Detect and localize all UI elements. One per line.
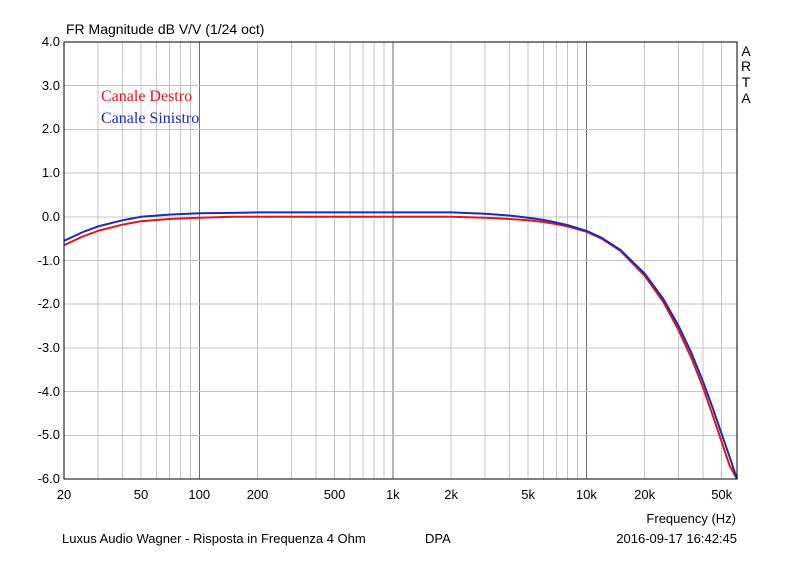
chart-title: FR Magnitude dB V/V (1/24 oct) — [66, 21, 265, 37]
footer-timestamp: 2016-09-17 16:42:45 — [616, 531, 737, 546]
arta-letter: A — [741, 90, 751, 106]
legend-entry-sinistro: Canale Sinistro — [101, 110, 200, 127]
y-tick-label: -3.0 — [37, 339, 60, 355]
y-tick-label: -5.0 — [37, 427, 60, 443]
x-tick-label: 20k — [634, 487, 656, 502]
y-tick-label: 3.0 — [41, 77, 60, 93]
arta-letter: R — [740, 58, 752, 74]
y-tick-label: -6.0 — [37, 471, 60, 486]
x-tick-label: 100 — [188, 487, 211, 502]
footer-tag: DPA — [425, 531, 451, 546]
series-line-sinistro — [63, 211, 738, 480]
legend-entry-destro: Canale Destro — [101, 88, 193, 105]
plot-frame — [63, 41, 738, 480]
grid — [64, 42, 737, 479]
x-axis-label: Frequency (Hz) — [646, 511, 736, 526]
arta-letter: A — [741, 43, 751, 59]
x-tick-label: 200 — [246, 487, 269, 502]
y-tick-label: 2.0 — [41, 121, 60, 137]
y-tick-label: -2.0 — [37, 296, 60, 312]
x-tick-label: 1k — [385, 487, 400, 502]
x-tick-label: 500 — [323, 487, 346, 502]
x-tick-label: 10k — [575, 487, 597, 502]
x-tick-label: 2k — [444, 487, 458, 502]
series-lines — [63, 211, 738, 480]
x-tick-label: 20 — [56, 487, 72, 502]
y-tick-label: 0.0 — [41, 208, 60, 224]
y-tick-label: -1.0 — [37, 252, 60, 268]
series-line-destro — [63, 215, 738, 480]
y-tick-label: 1.0 — [41, 165, 60, 181]
x-tick-label: 50 — [133, 487, 149, 502]
arta-letter: T — [741, 74, 751, 90]
x-tick-label: 50k — [711, 487, 733, 502]
y-tick-label: -4.0 — [37, 383, 60, 399]
footer-description: Luxus Audio Wagner - Risposta in Frequen… — [62, 531, 366, 546]
y-tick-label: 4.0 — [41, 34, 60, 49]
x-tick-label: 5k — [521, 487, 535, 502]
